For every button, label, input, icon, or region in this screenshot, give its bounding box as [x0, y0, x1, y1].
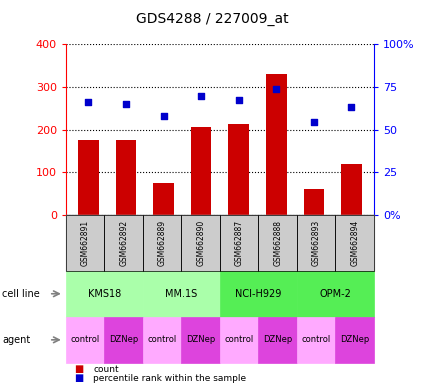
Text: GSM662893: GSM662893 [312, 220, 321, 266]
Text: cell line: cell line [2, 289, 40, 299]
Bar [228, 124, 249, 215]
Text: DZNep: DZNep [109, 335, 138, 344]
Text: control: control [302, 335, 331, 344]
Bar [116, 140, 136, 215]
Text: NCI-H929: NCI-H929 [235, 289, 282, 299]
Text: control: control [224, 335, 254, 344]
Text: GSM662888: GSM662888 [273, 220, 282, 266]
Text: GSM662889: GSM662889 [158, 220, 167, 266]
Bar [341, 164, 362, 215]
Text: ■: ■ [74, 364, 84, 374]
Text: count: count [94, 365, 119, 374]
Point [235, 97, 242, 103]
Text: MM.1S: MM.1S [165, 289, 198, 299]
Point [348, 104, 355, 111]
Text: control: control [71, 335, 100, 344]
Text: GSM662890: GSM662890 [196, 220, 205, 266]
Bar [191, 127, 212, 215]
Text: DZNep: DZNep [340, 335, 369, 344]
Text: GSM662891: GSM662891 [81, 220, 90, 266]
Bar [266, 74, 286, 215]
Point [198, 93, 204, 99]
Bar [78, 140, 99, 215]
Text: KMS18: KMS18 [88, 289, 121, 299]
Text: DZNep: DZNep [186, 335, 215, 344]
Text: percentile rank within the sample: percentile rank within the sample [94, 374, 246, 383]
Point [160, 113, 167, 119]
Text: GSM662887: GSM662887 [235, 220, 244, 266]
Text: GSM662894: GSM662894 [350, 220, 359, 266]
Text: ■: ■ [74, 373, 84, 383]
Point [311, 119, 317, 126]
Text: control: control [147, 335, 177, 344]
Text: GDS4288 / 227009_at: GDS4288 / 227009_at [136, 12, 289, 25]
Point [273, 86, 280, 92]
Bar [153, 183, 174, 215]
Point [85, 99, 92, 105]
Bar [303, 189, 324, 215]
Point [122, 101, 129, 107]
Text: GSM662892: GSM662892 [119, 220, 128, 266]
Text: DZNep: DZNep [263, 335, 292, 344]
Text: OPM-2: OPM-2 [320, 289, 351, 299]
Text: agent: agent [2, 335, 30, 345]
